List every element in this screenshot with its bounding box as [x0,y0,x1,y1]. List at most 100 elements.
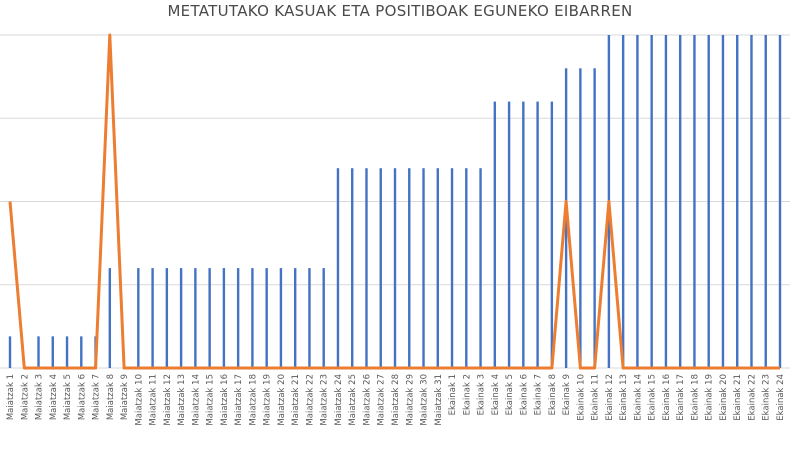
x-tick-label: Maiatzak 16 [220,374,230,426]
bar [80,336,83,368]
bar [222,268,226,368]
x-tick-label: Maiatzak 11 [149,374,159,426]
bar [536,101,539,368]
bar [778,35,782,368]
bar [465,168,468,368]
x-tick-label: Ekainak 5 [505,374,515,415]
x-tick-label: Maiatzak 26 [362,374,372,426]
bar [165,268,169,368]
bar [493,101,497,368]
chart-title: METATUTAKO KASUAK ETA POSITIBOAK EGUNEKO… [167,2,633,20]
x-tick-label: Ekainak 14 [633,374,643,421]
x-tick-label: Ekainak 15 [648,374,658,421]
x-tick-label: Ekainak 21 [733,374,743,421]
x-tick-label: Ekainak 23 [762,374,772,421]
bar [693,35,696,368]
x-tick-label: Maiatzak 3 [35,374,45,420]
x-tick-label: Maiatzak 28 [391,374,401,426]
bar [194,268,197,368]
bar [265,268,268,368]
x-tick-label: Maiatzak 22 [305,374,315,426]
x-tick-label: Maiatzak 17 [234,374,244,426]
x-tick-label: Ekainak 9 [562,374,572,415]
x-tick-label: Maiatzak 18 [248,374,258,426]
bar [51,336,54,368]
bar [550,101,554,368]
x-tick-label: Ekainak 8 [548,374,558,415]
x-tick-label: Maiatzak 21 [291,374,301,426]
x-tick-label: Maiatzak 27 [377,374,387,426]
series-line [8,33,780,370]
bar [137,268,140,368]
x-tick-label: Maiatzak 1 [6,374,16,420]
bar [293,268,297,368]
x-tick-label: Ekainak 24 [776,374,786,421]
bar [736,35,739,368]
x-tick-label: Maiatzak 14 [191,374,201,426]
x-tick-label: Maiatzak 25 [348,374,358,426]
bar [579,68,582,369]
bar [436,168,439,368]
x-tick-label: Maiatzak 12 [163,374,173,426]
x-tick-label: Maiatzak 8 [106,374,116,420]
x-tick-label: Ekainak 2 [462,374,472,415]
x-tick-label: Maiatzak 24 [334,374,344,426]
bar [750,35,753,368]
bar [236,268,240,368]
x-tick-label: Maiatzak 2 [20,374,30,420]
bar [593,68,596,369]
bar [37,336,40,368]
bar [636,35,639,368]
x-tick-label: Maiatzak 9 [120,374,130,420]
x-tick-label: Ekainak 16 [662,374,672,421]
bar [479,168,482,368]
x-tick-label: Ekainak 19 [705,374,715,421]
x-tick-label: Maiatzak 31 [434,374,444,426]
bar [522,101,525,368]
x-tick-label: Maiatzak 7 [92,374,102,420]
bar [650,35,653,368]
bar [279,268,283,368]
bar [365,168,368,368]
x-tick-label: Ekainak 1 [448,374,458,415]
bar [450,168,454,368]
bar [208,268,211,368]
bar [707,35,710,368]
x-tick-label: Ekainak 12 [605,374,615,421]
x-tick-label: Ekainak 6 [519,374,529,415]
x-tick-label: Maiatzak 15 [206,374,216,426]
bar [8,336,12,368]
x-tick-label: Ekainak 4 [491,374,501,415]
bar [65,336,69,368]
x-tick-label: Maiatzak 23 [320,374,330,426]
bar [393,168,397,368]
x-tick-label: Ekainak 20 [719,374,729,421]
x-tick-label: Maiatzak 10 [134,374,144,426]
bar [251,268,254,368]
x-tick-label: Ekainak 17 [676,374,686,421]
bar [351,168,354,368]
bar [336,168,340,368]
bar [179,268,183,368]
x-tick-label: Ekainak 10 [576,374,586,421]
x-tick-label: Maiatzak 5 [63,374,73,420]
x-tick-label: Maiatzak 19 [263,374,273,426]
x-tick-label: Ekainak 11 [591,374,601,421]
bar [308,268,311,368]
bar [664,35,668,368]
x-tick-label: Maiatzak 29 [405,374,415,426]
x-tick-label: Ekainak 18 [690,374,700,421]
x-tick-label: Ekainak 13 [619,374,629,421]
x-tick-label: Ekainak 3 [477,374,487,415]
bar [108,268,112,368]
bar [678,35,682,368]
x-tick-label: Ekainak 7 [534,374,544,415]
bar [764,35,767,368]
bar [408,168,411,368]
bar [379,168,382,368]
x-tick-label: Ekainak 22 [747,374,757,421]
bar [621,35,625,368]
bar [322,268,325,368]
x-tick-label: Maiatzak 4 [49,374,59,420]
